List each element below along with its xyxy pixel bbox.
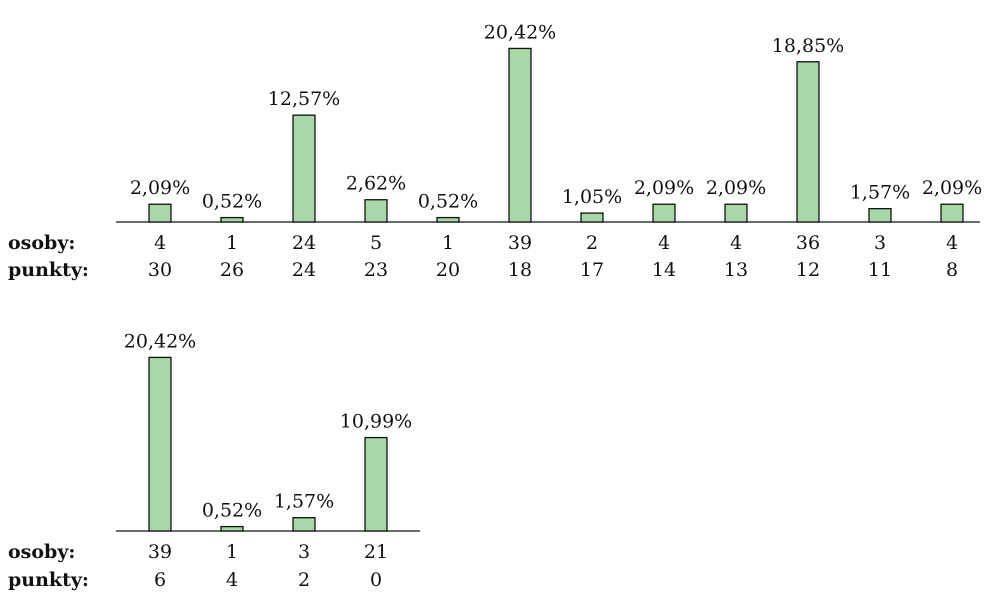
chart1-osoby-value: 2 xyxy=(586,232,598,254)
chart1-punkty-value: 18 xyxy=(508,259,532,281)
chart1-osoby-value: 3 xyxy=(874,232,886,254)
chart2-punkty-value: 6 xyxy=(154,569,166,591)
chart1-osoby-label: osoby: xyxy=(8,232,75,254)
chart2-percent-label: 20,42% xyxy=(124,330,196,352)
chart1-bar xyxy=(796,61,820,223)
chart1-percent-label: 20,42% xyxy=(484,21,556,43)
chart2-osoby-value: 39 xyxy=(148,541,172,563)
chart2-osoby-label: osoby: xyxy=(8,541,75,563)
chart2-punkty-value: 0 xyxy=(370,569,382,591)
chart2-bar xyxy=(148,356,172,532)
chart1-percent-label: 2,09% xyxy=(706,177,766,199)
chart1-bar xyxy=(436,216,460,223)
chart1-osoby-value: 5 xyxy=(370,232,382,254)
chart1-osoby-value: 24 xyxy=(292,232,316,254)
chart1-punkty-value: 24 xyxy=(292,259,316,281)
chart2-bar xyxy=(220,525,244,532)
chart1-punkty-value: 13 xyxy=(724,259,748,281)
chart2-osoby-value: 1 xyxy=(226,541,238,563)
chart1-bar xyxy=(508,47,532,223)
chart1-bar xyxy=(148,203,172,223)
chart2-percent-label: 10,99% xyxy=(340,411,412,433)
chart1-punkty-value: 12 xyxy=(796,259,820,281)
chart1-bar xyxy=(580,212,604,223)
chart1-punkty-value: 11 xyxy=(868,259,892,281)
chart1-punkty-label: punkty: xyxy=(8,259,89,281)
chart1-osoby-value: 36 xyxy=(796,232,820,254)
chart1-osoby-value: 1 xyxy=(226,232,238,254)
chart1-bar xyxy=(940,203,964,223)
chart1-percent-label: 2,09% xyxy=(922,177,982,199)
chart1-punkty-value: 20 xyxy=(436,259,460,281)
chart1-bar xyxy=(292,114,316,223)
chart1-percent-label: 0,52% xyxy=(202,191,262,213)
chart1-bar xyxy=(868,208,892,223)
chart1-percent-label: 2,62% xyxy=(346,173,406,195)
chart1-osoby-value: 4 xyxy=(658,232,670,254)
chart2-percent-label: 0,52% xyxy=(202,500,262,522)
chart2-bar xyxy=(292,517,316,532)
chart1-osoby-value: 4 xyxy=(730,232,742,254)
chart1-bar xyxy=(220,216,244,223)
chart1-bar xyxy=(652,203,676,223)
chart1-percent-label: 18,85% xyxy=(772,35,844,57)
chart2-percent-label: 1,57% xyxy=(274,491,334,513)
chart1-osoby-value: 1 xyxy=(442,232,454,254)
chart1-bar xyxy=(364,199,388,223)
chart1-percent-label: 2,09% xyxy=(634,177,694,199)
chart1-punkty-value: 8 xyxy=(946,259,958,281)
chart2-punkty-label: punkty: xyxy=(8,569,89,591)
chart1-punkty-value: 23 xyxy=(364,259,388,281)
chart1-percent-label: 2,09% xyxy=(130,177,190,199)
chart1-punkty-value: 17 xyxy=(580,259,604,281)
chart2-osoby-value: 3 xyxy=(298,541,310,563)
chart1-osoby-value: 4 xyxy=(946,232,958,254)
chart2-bar xyxy=(364,436,388,532)
chart1-percent-label: 12,57% xyxy=(268,88,340,110)
chart1-osoby-value: 4 xyxy=(154,232,166,254)
chart1-percent-label: 1,05% xyxy=(562,186,622,208)
chart2-osoby-value: 21 xyxy=(364,541,388,563)
chart1-percent-label: 1,57% xyxy=(850,182,910,204)
chart2-punkty-value: 2 xyxy=(298,569,310,591)
chart1-punkty-value: 14 xyxy=(652,259,676,281)
chart1-punkty-value: 26 xyxy=(220,259,244,281)
chart1-bar xyxy=(724,203,748,223)
chart1-percent-label: 0,52% xyxy=(418,191,478,213)
chart2-punkty-value: 4 xyxy=(226,569,238,591)
chart1-osoby-value: 39 xyxy=(508,232,532,254)
chart1-punkty-value: 30 xyxy=(148,259,172,281)
